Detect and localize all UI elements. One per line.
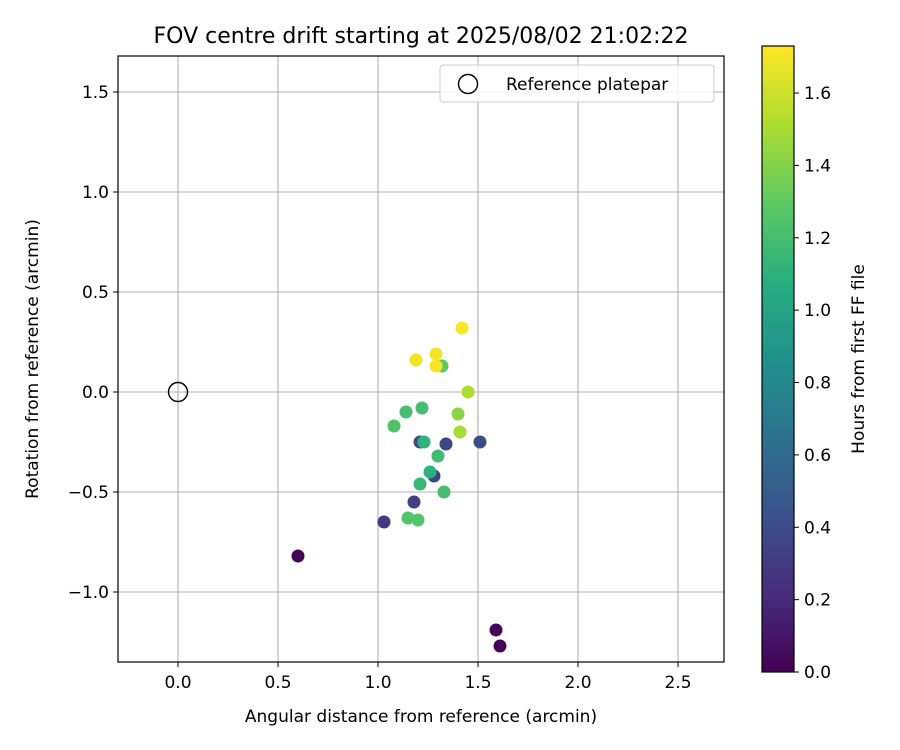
data-point xyxy=(453,425,467,439)
x-axis-label: Angular distance from reference (arcmin) xyxy=(245,707,597,727)
data-point xyxy=(291,549,305,563)
y-axis-ticks: −1.0 −0.5 0.0 0.5 1.0 1.5 xyxy=(68,83,118,603)
plot-frame xyxy=(117,55,725,663)
data-point xyxy=(437,485,451,499)
data-point xyxy=(377,515,391,529)
data-point xyxy=(473,435,487,449)
x-tick-label: 0.5 xyxy=(264,673,291,693)
data-point xyxy=(455,321,469,335)
data-point xyxy=(431,449,445,463)
data-point xyxy=(489,623,503,637)
colorbar-tick-label: 0.0 xyxy=(804,663,831,683)
colorbar-label: Hours from first FF file xyxy=(849,264,869,454)
y-axis-label: Rotation from reference (arcmin) xyxy=(23,219,43,499)
data-point xyxy=(399,405,413,419)
data-point xyxy=(387,419,401,433)
x-tick-label: 1.0 xyxy=(364,673,391,693)
data-point xyxy=(413,477,427,491)
colorbar-tick-label: 1.6 xyxy=(804,84,831,104)
data-point xyxy=(439,437,453,451)
chart-title: FOV centre drift starting at 2025/08/02 … xyxy=(154,24,689,49)
data-points xyxy=(167,321,507,653)
legend: Reference platepar xyxy=(439,64,715,103)
data-point xyxy=(429,347,443,361)
reference-platepar-marker xyxy=(167,381,189,403)
colorbar-tick-label: 0.6 xyxy=(804,446,831,466)
data-point xyxy=(401,511,415,525)
data-point xyxy=(415,401,429,415)
y-tick-label: 0.5 xyxy=(82,283,109,303)
x-tick-label: 2.5 xyxy=(664,673,691,693)
legend-box xyxy=(439,64,715,103)
data-point xyxy=(409,353,423,367)
data-point xyxy=(411,513,425,527)
colorbar-ticks: 0.0 0.2 0.4 0.6 0.8 1.0 1.2 1.4 1.6 xyxy=(794,84,831,683)
colorbar-tick-label: 0.4 xyxy=(804,518,831,538)
colorbar-tick-label: 0.2 xyxy=(804,591,831,611)
colorbar-tick-label: 1.4 xyxy=(804,156,831,176)
data-point xyxy=(429,359,443,373)
y-tick-label: −1.0 xyxy=(68,583,109,603)
grid-lines xyxy=(118,56,724,662)
data-point xyxy=(461,385,475,399)
colorbar-gradient xyxy=(761,45,795,673)
y-tick-label: 1.5 xyxy=(82,83,109,103)
legend-reference-marker xyxy=(457,73,479,95)
data-point xyxy=(451,407,465,421)
y-tick-label: 0.0 xyxy=(82,383,109,403)
y-tick-label: −0.5 xyxy=(68,483,109,503)
colorbar-tick-label: 1.0 xyxy=(804,301,831,321)
colorbar-tick-label: 0.8 xyxy=(804,374,831,394)
y-tick-label: 1.0 xyxy=(82,183,109,203)
data-point xyxy=(417,435,431,449)
legend-label: Reference platepar xyxy=(506,75,668,95)
colorbar: 0.0 0.2 0.4 0.6 0.8 1.0 1.2 1.4 1.6 Hours from f… xyxy=(761,45,869,683)
x-tick-label: 2.0 xyxy=(564,673,591,693)
data-point xyxy=(493,639,507,653)
x-axis-ticks: 0.0 0.5 1.0 1.5 2.0 2.5 xyxy=(164,662,692,693)
colorbar-tick-label: 1.2 xyxy=(804,229,831,249)
data-point xyxy=(423,465,437,479)
x-tick-label: 1.5 xyxy=(464,673,491,693)
x-tick-label: 0.0 xyxy=(164,673,191,693)
data-point xyxy=(407,495,421,509)
